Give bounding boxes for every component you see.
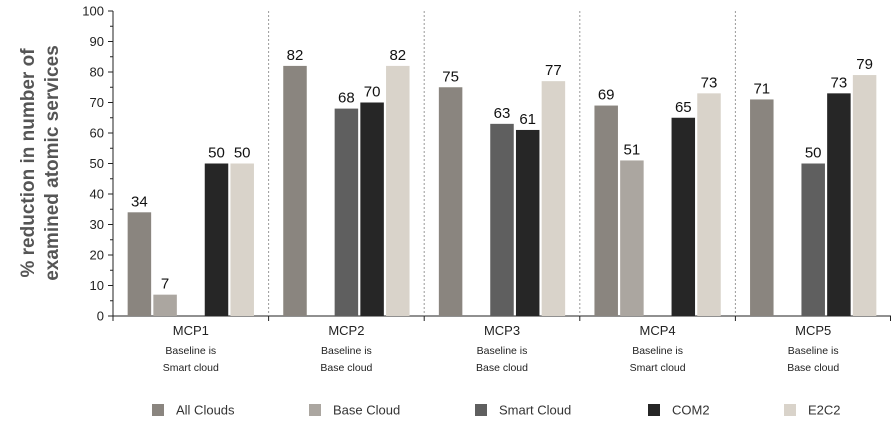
y-tick-label: 100: [82, 4, 104, 19]
y-tick-label: 30: [90, 217, 104, 232]
y-axis-label-line1: % reduction in number of: [18, 48, 39, 278]
data-label: 68: [338, 90, 355, 107]
data-label: 69: [598, 87, 615, 104]
data-label: 7: [161, 276, 169, 293]
bar: [620, 160, 644, 316]
bar: [515, 129, 540, 316]
bar: [334, 108, 359, 316]
y-axis-label: % reduction in number of examined atomic…: [18, 45, 63, 281]
y-tick-label: 60: [90, 126, 104, 141]
bar: [594, 105, 618, 316]
bar: [360, 102, 384, 316]
y-tick-label: 20: [90, 248, 104, 263]
legend-label: All Clouds: [176, 403, 235, 418]
category-label: MCP5: [795, 323, 831, 338]
category-label: MCP2: [328, 323, 364, 338]
y-tick-label: 40: [90, 187, 104, 202]
legend-label: E2C2: [808, 403, 841, 418]
category-label: MCP1: [173, 323, 209, 338]
data-label: 77: [545, 62, 562, 79]
bar: [204, 163, 229, 316]
legend-swatch: [309, 404, 321, 416]
data-label: 82: [287, 47, 304, 64]
category-note: Baseline is: [477, 345, 528, 357]
bar: [541, 81, 566, 317]
category-label: MCP4: [640, 323, 676, 338]
y-tick-label: 0: [97, 309, 104, 324]
legend-swatch: [475, 404, 487, 416]
bar: [827, 93, 851, 316]
data-label: 71: [753, 80, 770, 97]
bar: [153, 294, 177, 316]
data-label: 61: [519, 111, 536, 128]
data-label: 51: [624, 141, 641, 158]
bar: [852, 75, 877, 316]
data-label: 50: [234, 145, 251, 162]
category-note: Base cloud: [476, 362, 528, 374]
bar: [750, 99, 774, 316]
legend-label: COM2: [672, 403, 710, 418]
y-tick-label: 50: [90, 156, 104, 171]
bar: [697, 93, 721, 316]
data-label: 75: [442, 68, 459, 85]
bar: [127, 212, 152, 316]
data-label: 82: [389, 47, 406, 64]
y-tick-label: 90: [90, 34, 104, 49]
data-label: 79: [856, 56, 873, 73]
bar: [230, 163, 254, 316]
legend: All Clouds Base Cloud Smart Cloud COM2 E2C2: [152, 403, 841, 418]
category-note: Smart cloud: [630, 362, 686, 374]
data-label: 50: [208, 145, 225, 162]
y-tick-label: 10: [90, 278, 104, 293]
y-axis-label-line2: examined atomic services: [42, 45, 63, 281]
bar: [490, 123, 514, 316]
bar: [801, 163, 825, 316]
data-label: 73: [831, 74, 848, 91]
data-label: 65: [675, 99, 692, 116]
legend-swatch: [152, 404, 164, 416]
bar: [386, 65, 410, 317]
y-tick-label: 70: [90, 95, 104, 110]
category-note: Smart cloud: [163, 362, 219, 374]
legend-swatch: [648, 404, 660, 416]
data-label: 73: [701, 74, 718, 91]
data-label: 70: [364, 84, 381, 101]
data-label: 34: [131, 193, 148, 210]
legend-label: Base Cloud: [333, 403, 400, 418]
y-tick-label: 80: [90, 65, 104, 80]
legend-swatch: [784, 404, 796, 416]
legend-label: Smart Cloud: [499, 403, 571, 418]
bar: [438, 87, 463, 316]
category-note: Baseline is: [788, 345, 839, 357]
category-label: MCP3: [484, 323, 520, 338]
bar: [671, 117, 696, 316]
category-note: Baseline is: [165, 345, 216, 357]
bar: [283, 65, 307, 317]
category-note: Base cloud: [320, 362, 372, 374]
data-label: 63: [494, 105, 511, 122]
category-note: Baseline is: [321, 345, 372, 357]
category-note: Baseline is: [632, 345, 683, 357]
data-label: 50: [805, 145, 822, 162]
category-note: Base cloud: [787, 362, 839, 374]
